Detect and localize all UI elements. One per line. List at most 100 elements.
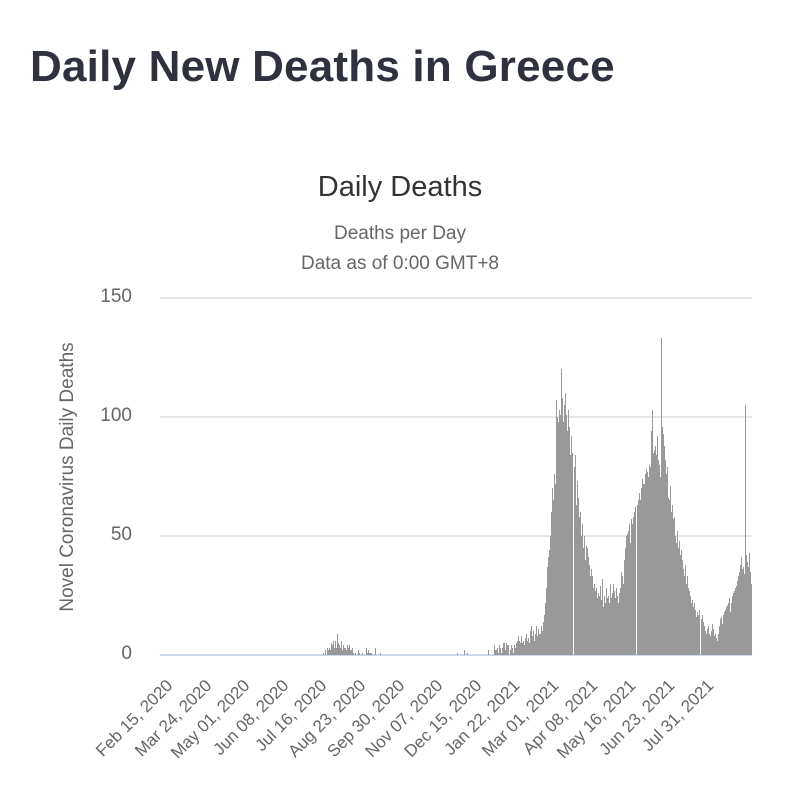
bar[interactable] xyxy=(456,652,458,655)
bar[interactable] xyxy=(545,602,547,655)
bar[interactable] xyxy=(706,628,708,655)
bar[interactable] xyxy=(555,483,557,655)
bar[interactable] xyxy=(749,552,751,655)
bar[interactable] xyxy=(659,476,661,655)
bar[interactable] xyxy=(624,559,626,655)
bar[interactable] xyxy=(677,531,679,655)
bar[interactable] xyxy=(338,645,340,655)
bar[interactable] xyxy=(508,645,510,655)
bar[interactable] xyxy=(366,647,368,655)
bar[interactable] xyxy=(352,647,354,655)
bar[interactable] xyxy=(500,647,502,655)
bar[interactable] xyxy=(532,631,534,655)
bar[interactable] xyxy=(676,543,678,655)
bar[interactable] xyxy=(358,650,360,655)
bar[interactable] xyxy=(609,602,611,655)
bar[interactable] xyxy=(522,640,524,655)
bar[interactable] xyxy=(699,609,701,655)
bar[interactable] xyxy=(683,569,685,655)
bar[interactable] xyxy=(614,590,616,655)
bar[interactable] xyxy=(725,607,727,655)
bar[interactable] xyxy=(586,547,588,655)
bar[interactable] xyxy=(560,414,562,655)
bar[interactable] xyxy=(594,590,596,655)
bar[interactable] xyxy=(727,602,729,655)
bar[interactable] xyxy=(510,645,512,655)
bar[interactable] xyxy=(564,405,566,655)
bar[interactable] xyxy=(344,647,346,655)
bar[interactable] xyxy=(721,624,723,655)
bar[interactable] xyxy=(653,450,655,655)
bar[interactable] xyxy=(657,459,659,655)
bar[interactable] xyxy=(608,595,610,655)
bar[interactable] xyxy=(637,500,639,655)
bar[interactable] xyxy=(733,593,735,655)
bar[interactable] xyxy=(719,619,721,655)
bar[interactable] xyxy=(497,647,499,655)
bar[interactable] xyxy=(682,559,684,655)
bar[interactable] xyxy=(640,488,642,655)
bar[interactable] xyxy=(517,635,519,655)
bar[interactable] xyxy=(644,474,646,655)
bar[interactable] xyxy=(569,426,571,655)
bar[interactable] xyxy=(322,652,324,655)
bar[interactable] xyxy=(714,633,716,655)
bar[interactable] xyxy=(651,409,653,655)
bar[interactable] xyxy=(730,602,732,655)
bar[interactable] xyxy=(580,536,582,655)
bar[interactable] xyxy=(521,643,523,655)
bar[interactable] xyxy=(632,524,634,655)
bar[interactable] xyxy=(613,583,615,655)
bar[interactable] xyxy=(628,531,630,655)
bar[interactable] xyxy=(589,576,591,655)
bar[interactable] xyxy=(596,597,598,655)
bar[interactable] xyxy=(627,533,629,655)
bar[interactable] xyxy=(716,640,718,655)
bar[interactable] xyxy=(705,633,707,655)
bar[interactable] xyxy=(369,652,371,655)
bar[interactable] xyxy=(505,650,507,655)
bar[interactable] xyxy=(681,550,683,655)
bar[interactable] xyxy=(723,612,725,655)
bar[interactable] xyxy=(539,633,541,655)
bar[interactable] xyxy=(333,647,335,655)
bar[interactable] xyxy=(702,621,704,655)
bar[interactable] xyxy=(688,588,690,655)
bar[interactable] xyxy=(512,652,514,655)
bar[interactable] xyxy=(686,583,688,655)
bar[interactable] xyxy=(355,652,357,655)
bar[interactable] xyxy=(630,543,632,655)
bar[interactable] xyxy=(516,640,518,655)
bar[interactable] xyxy=(592,588,594,655)
bar[interactable] xyxy=(710,631,712,655)
bar[interactable] xyxy=(332,640,334,655)
bar[interactable] xyxy=(518,640,520,655)
bar[interactable] xyxy=(634,512,636,655)
bar[interactable] xyxy=(668,497,669,655)
bar[interactable] xyxy=(583,536,585,655)
bar[interactable] xyxy=(698,614,700,655)
bar[interactable] xyxy=(538,633,540,655)
bar[interactable] xyxy=(678,547,680,655)
bar[interactable] xyxy=(496,650,498,655)
bar[interactable] xyxy=(701,614,703,655)
bar[interactable] xyxy=(610,583,612,655)
bar[interactable] xyxy=(340,640,342,655)
bar[interactable] xyxy=(704,631,706,655)
bar[interactable] xyxy=(692,600,694,655)
bar[interactable] xyxy=(565,393,567,655)
bar[interactable] xyxy=(558,421,560,655)
bar[interactable] xyxy=(588,564,590,655)
bar[interactable] xyxy=(654,445,656,655)
bar[interactable] xyxy=(328,647,330,655)
bar[interactable] xyxy=(662,433,664,655)
bar[interactable] xyxy=(647,476,649,655)
bar[interactable] xyxy=(656,436,658,655)
bar[interactable] xyxy=(513,645,515,655)
bar[interactable] xyxy=(670,486,672,655)
bar[interactable] xyxy=(536,635,538,655)
bar[interactable] xyxy=(502,647,504,655)
bar[interactable] xyxy=(687,576,689,655)
bar[interactable] xyxy=(642,483,644,655)
bar[interactable] xyxy=(734,590,736,655)
